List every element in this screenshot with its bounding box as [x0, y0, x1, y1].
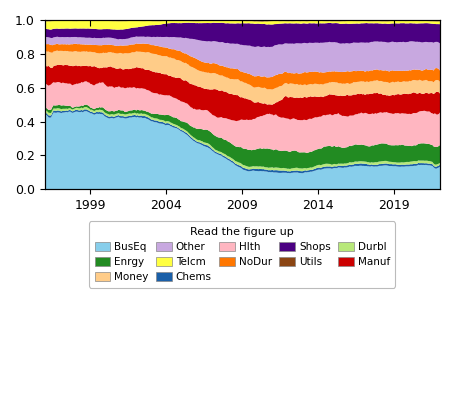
Legend: BusEq, Enrgy, Money, Other, Telcm, Chems, Hlth, NoDur, Shops, Utils, Durbl, Manu: BusEq, Enrgy, Money, Other, Telcm, Chems…: [89, 221, 395, 287]
